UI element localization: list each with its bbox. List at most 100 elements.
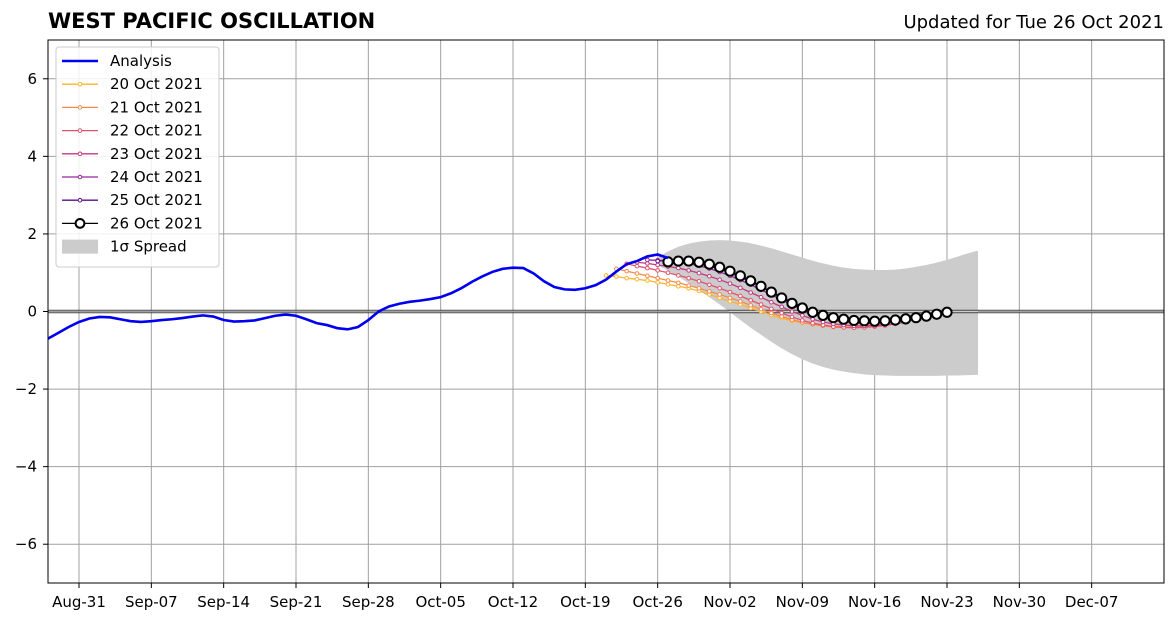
forecast-marker — [789, 309, 795, 314]
forecast-marker — [810, 316, 815, 322]
forecast-marker — [786, 297, 798, 309]
legend-label: 26 Oct 2021 — [110, 214, 203, 232]
legend-swatch-spread — [62, 239, 98, 254]
forecast-marker — [889, 314, 901, 326]
legend-label: 20 Oct 2021 — [110, 75, 203, 93]
axes: −6 −4 −2 0 2 4 6 Aug-31 Sep-07 Sep-14 Sep-21 Sep-28… — [15, 39, 1165, 611]
forecast-marker — [748, 297, 753, 303]
legend-label: 22 Oct 2021 — [110, 122, 203, 140]
forecast-marker — [645, 273, 650, 279]
y-tick-label: 4 — [27, 147, 37, 165]
forecast-marker — [634, 263, 640, 269]
forecast-marker — [727, 295, 733, 301]
forecast-marker — [662, 256, 674, 268]
forecast-marker — [738, 299, 743, 304]
forecast-marker — [758, 294, 764, 300]
forecast-marker — [707, 282, 712, 288]
legend-swatch-marker — [74, 218, 86, 229]
forecast-marker — [665, 282, 671, 287]
forecast-marker — [624, 268, 629, 274]
forecast-marker — [655, 280, 660, 285]
legend-swatch-marker — [77, 174, 83, 180]
forecast-marker — [603, 273, 609, 278]
forecast-marker — [645, 265, 650, 271]
x-tick-label: Oct-26 — [632, 593, 682, 611]
forecast-marker — [717, 285, 722, 291]
forecast-marker — [655, 268, 660, 273]
x-tick-label: Nov-02 — [703, 593, 756, 611]
zero-line — [48, 309, 1164, 314]
y-tick-label: −2 — [15, 380, 37, 398]
forecast-marker — [800, 313, 805, 318]
series-layer — [48, 253, 953, 341]
forecast-marker — [707, 273, 712, 279]
forecast-marker — [686, 268, 691, 273]
x-tick-label: Oct-12 — [488, 593, 538, 611]
forecast-marker — [655, 275, 660, 281]
forecast-marker — [634, 271, 640, 276]
legend-swatch-marker — [77, 81, 83, 87]
forecast-marker — [758, 302, 764, 307]
forecast-marker — [779, 304, 784, 310]
forecast-marker — [727, 281, 733, 286]
forecast-marker — [707, 289, 712, 294]
analysis-line — [48, 253, 669, 341]
forecast-marker — [769, 310, 774, 316]
forecast-marker — [645, 257, 650, 263]
legend-label: 1σ Spread — [110, 238, 187, 256]
forecast-marker — [727, 289, 733, 295]
forecast-marker — [686, 283, 691, 288]
forecast-marker — [614, 274, 619, 279]
forecast-marker — [789, 314, 795, 320]
forecast-marker — [779, 310, 784, 316]
grid-lines — [48, 40, 1164, 583]
forecast-marker — [807, 306, 819, 318]
legend-swatch-marker — [77, 128, 83, 133]
legend-label: 24 Oct 2021 — [110, 168, 203, 186]
x-tick-label: Aug-31 — [52, 593, 106, 611]
forecast-marker — [693, 256, 705, 268]
y-tick-label: 0 — [27, 303, 37, 321]
forecast-marker — [717, 277, 722, 282]
forecast-marker — [817, 309, 829, 321]
x-tick-label: Dec-07 — [1065, 593, 1119, 611]
forecast-marker — [714, 261, 726, 273]
forecast-marker — [910, 312, 922, 324]
forecast-marker — [738, 285, 743, 291]
forecast-marker — [879, 315, 891, 327]
x-tick-label: Oct-05 — [415, 593, 465, 611]
forecast-marker — [686, 275, 691, 281]
x-tick-label: Sep-14 — [197, 593, 250, 611]
legend-swatch-marker — [77, 197, 83, 203]
forecast-marker — [676, 265, 681, 271]
forecast-marker — [655, 258, 660, 264]
legend-swatch-marker — [77, 151, 83, 157]
forecast-marker — [734, 270, 746, 282]
forecast-marker — [900, 313, 912, 325]
legend: Analysis 20 Oct 2021 21 Oct 2021 22 Oct 202… — [55, 46, 220, 268]
forecast-marker — [696, 278, 702, 284]
forecast-marker — [748, 290, 753, 295]
forecast-marker — [703, 258, 715, 270]
legend-swatch-marker — [77, 105, 83, 110]
forecast-marker — [869, 315, 881, 327]
forecast-marker — [758, 306, 764, 312]
forecast-marker — [765, 286, 777, 298]
legend-label: 21 Oct 2021 — [110, 98, 203, 116]
forecast-marker — [676, 273, 681, 278]
forecast-marker — [665, 278, 671, 283]
y-tick-label: 2 — [27, 225, 37, 243]
x-tick-label: Sep-21 — [270, 593, 323, 611]
forecast-marker — [810, 320, 815, 326]
x-tick-label: Nov-23 — [920, 593, 973, 611]
legend-label: 23 Oct 2021 — [110, 145, 203, 163]
forecast-marker — [655, 262, 660, 268]
forecast-marker — [676, 280, 681, 286]
forecast-marker — [696, 270, 702, 276]
forecast-marker — [776, 292, 788, 304]
x-tick-label: Nov-09 — [776, 593, 829, 611]
forecast-marker — [755, 280, 767, 292]
y-tick-label: 6 — [27, 70, 37, 88]
forecast-marker — [858, 315, 870, 327]
